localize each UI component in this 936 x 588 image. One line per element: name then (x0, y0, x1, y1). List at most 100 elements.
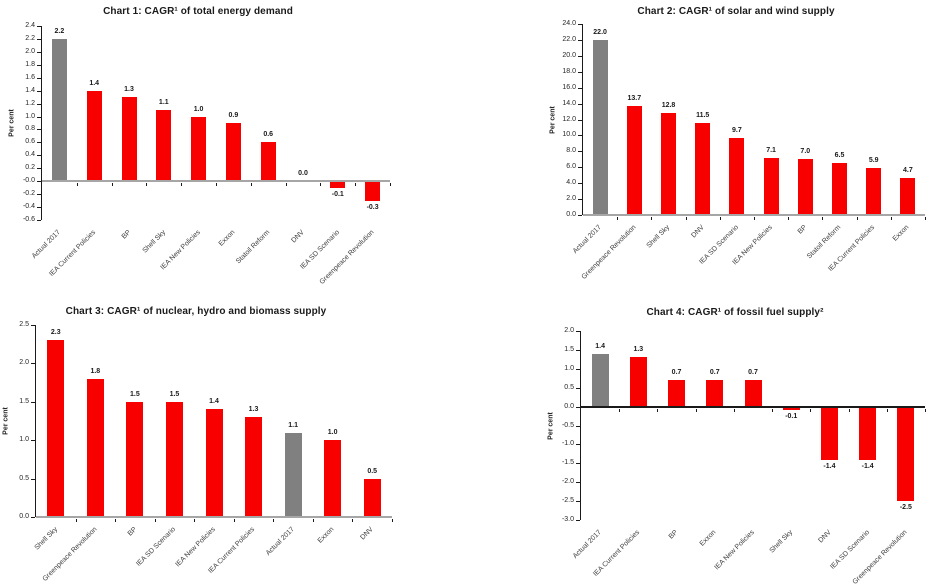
y-tick-mark (578, 24, 582, 25)
category-tick-mark (216, 183, 217, 187)
y-tick-mark (578, 55, 582, 57)
category-tick-mark (313, 519, 314, 522)
bar-value-label: 1.0 (193, 105, 204, 113)
bar-actual-2017 (52, 38, 67, 182)
y-tick-mark (578, 215, 582, 216)
category-tick-mark (925, 408, 926, 412)
bar-iea-current-policies (87, 90, 102, 182)
category-label: Statoil Reform (806, 224, 843, 261)
y-tick-mark (37, 51, 41, 53)
bar-iea-current-policies (630, 357, 647, 407)
bar-value-label: 13.7 (627, 94, 642, 102)
bar-bp (798, 159, 813, 215)
y-tick-label: 1.0 (564, 364, 574, 372)
category-label: Exxon (892, 224, 911, 243)
y-tick-label: -3.0 (561, 516, 574, 523)
bar-actual-2017 (593, 39, 608, 215)
y-tick-label: 0.2 (25, 164, 35, 172)
y-tick-mark (578, 103, 582, 105)
chart-1-title: Chart 1: CAGR¹ of total energy demand (103, 6, 293, 17)
category-label: Shell Sky (141, 229, 167, 255)
y-tick-mark (37, 129, 41, 131)
y-tick-mark (37, 38, 41, 40)
y-tick-label: 24.0 (562, 20, 576, 27)
category-tick-mark (77, 183, 78, 187)
y-tick-label: 2.0 (564, 327, 574, 334)
y-tick-mark (31, 517, 35, 518)
zero-axis-line (583, 214, 925, 216)
bar-greenpeace-revolution (87, 378, 104, 517)
y-tick-label: 1.6 (25, 73, 35, 81)
category-tick-mark (720, 217, 721, 220)
category-label: DNV (290, 229, 306, 245)
chart-1-total-energy-demand: Chart 1: CAGR¹ of total energy demand Pe… (0, 0, 468, 294)
bar-value-label: 0.7 (709, 369, 720, 377)
y-tick-label: -0.4 (22, 203, 35, 211)
category-tick-mark (788, 217, 789, 220)
bar-value-label: 4.7 (903, 166, 913, 174)
bar-value-label: 1.5 (169, 390, 180, 398)
bar-bp (122, 97, 137, 182)
y-tick-mark (37, 155, 41, 157)
y-axis-line (580, 331, 581, 520)
bar-value-label: 1.3 (248, 406, 259, 414)
y-tick-label: -2.5 (561, 497, 574, 505)
y-tick-label: 22.0 (562, 35, 576, 43)
y-tick-mark (578, 183, 582, 185)
y-tick-label: -1.5 (561, 459, 574, 467)
category-label: Exxon (699, 529, 718, 548)
bar-value-label: 2.2 (54, 27, 65, 35)
category-tick-mark (181, 183, 182, 187)
y-tick-label: 0.8 (25, 125, 35, 133)
category-tick-mark (925, 217, 926, 220)
category-tick-mark (772, 408, 773, 412)
bar-iea-current-policies (866, 168, 881, 215)
bar-value-label: 1.1 (158, 99, 169, 107)
bar-shell-sky (47, 340, 64, 517)
y-tick-label: -0.5 (561, 421, 574, 429)
bar-iea-new-policies (206, 409, 223, 517)
category-tick-mark (849, 408, 850, 412)
bar-value-label: -2.5 (899, 504, 912, 512)
category-label: IEA New Policies (174, 526, 217, 569)
category-label: Actual 2017 (264, 526, 297, 558)
y-tick-label: 1.5 (19, 397, 29, 405)
category-tick-mark (734, 408, 735, 412)
category-tick-mark (657, 408, 658, 412)
y-tick-label: 12.0 (562, 115, 576, 123)
y-tick-label: 20.0 (562, 51, 576, 59)
category-label: DNV (359, 526, 376, 542)
category-tick-mark (76, 519, 77, 522)
y-tick-mark (31, 325, 35, 326)
bar-value-label: 1.4 (209, 398, 219, 406)
category-tick-mark (155, 519, 156, 522)
category-tick-mark (115, 519, 116, 522)
y-tick-label: 6.0 (566, 163, 576, 171)
y-tick-label: 0.0 (564, 402, 574, 410)
y-tick-label: 18.0 (562, 67, 576, 75)
bar-bp (668, 380, 685, 407)
category-tick-mark (619, 408, 620, 412)
category-label: IEA SD Scenario (135, 526, 178, 568)
bar-greenpeace-revolution (365, 181, 380, 201)
y-tick-label: 0.5 (564, 383, 574, 391)
y-tick-mark (576, 331, 580, 332)
bar-iea-sd-scenario (729, 137, 744, 215)
category-label: BP (120, 229, 132, 241)
y-tick-mark (576, 406, 580, 408)
bar-exxon (900, 177, 915, 215)
y-tick-mark (31, 478, 35, 480)
category-label: DNV (817, 529, 833, 545)
bar-value-label: 7.0 (800, 148, 811, 156)
bar-exxon (324, 440, 341, 517)
category-tick-mark (617, 217, 618, 220)
y-tick-mark (576, 425, 580, 427)
y-tick-mark (37, 26, 41, 27)
y-tick-mark (37, 116, 41, 118)
y-tick-label: 0.5 (19, 474, 29, 482)
category-label: IEA New Policies (713, 529, 756, 572)
bar-dnv (821, 406, 838, 460)
y-tick-label: 2.2 (25, 34, 35, 42)
category-tick-mark (686, 217, 687, 220)
bar-value-label: 1.0 (327, 429, 338, 437)
